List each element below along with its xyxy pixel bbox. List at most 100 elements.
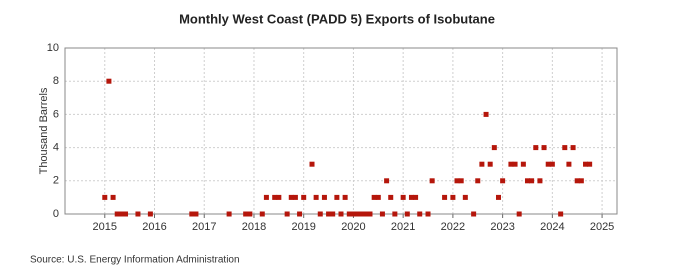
point [566,161,572,167]
point [404,211,410,217]
y-tick-label: 10 [47,42,59,54]
point [118,211,124,217]
point [508,161,514,167]
point [367,211,373,217]
point [338,211,344,217]
point [454,178,460,184]
point [147,211,153,217]
plot-frame [64,47,618,215]
point [458,178,464,184]
point [425,211,431,217]
point [284,211,290,217]
point [429,178,435,184]
point [384,178,390,184]
point [106,78,112,84]
point [363,211,369,217]
x-tick-label: 2025 [590,221,614,233]
point [558,211,564,217]
point [462,194,468,200]
point [400,194,406,200]
point [487,161,493,167]
point [500,178,506,184]
point [334,194,340,200]
point [545,161,551,167]
point [413,194,419,200]
point [450,194,456,200]
point [574,178,580,184]
x-tick-label: 2020 [341,221,365,233]
point [193,211,199,217]
point [583,161,589,167]
point [562,145,568,151]
point [292,194,298,200]
point [313,194,319,200]
chart-title: Monthly West Coast (PADD 5) Exports of I… [179,11,495,26]
x-tick-label: 2023 [490,221,514,233]
point [483,111,489,117]
point [495,194,501,200]
point [330,211,336,217]
x-tick-label: 2019 [291,221,315,233]
point [520,161,526,167]
point [388,194,394,200]
point [321,194,327,200]
point [259,211,265,217]
point [512,161,518,167]
point [379,211,385,217]
point [346,211,352,217]
point [359,211,365,217]
point [375,194,381,200]
point [301,194,307,200]
y-tick-label: 8 [53,75,59,87]
x-tick-label: 2021 [391,221,415,233]
point [247,211,253,217]
point [342,194,348,200]
point [471,211,477,217]
point [110,194,116,200]
x-tick-label: 2017 [192,221,216,233]
point [102,194,108,200]
x-tick-label: 2016 [142,221,166,233]
point [570,145,576,151]
point [189,211,195,217]
point [243,211,249,217]
point [392,211,398,217]
point [475,178,481,184]
point [317,211,323,217]
y-tick-label: 0 [53,208,59,220]
y-tick-label: 4 [53,142,59,154]
y-tick-label: 6 [53,108,59,120]
point [578,178,584,184]
x-tick-label: 2015 [93,221,117,233]
point [529,178,535,184]
source-note: Source: U.S. Energy Information Administ… [30,255,240,266]
point [288,194,294,200]
point [123,211,129,217]
point [135,211,141,217]
x-tick-label: 2018 [242,221,266,233]
point [533,145,539,151]
point [408,194,414,200]
y-axis-label: Thousand Barrels [38,87,50,174]
point [272,194,278,200]
point [491,145,497,151]
point [587,161,593,167]
x-tick-label: 2022 [441,221,465,233]
y-tick-label: 2 [53,175,59,187]
point [524,178,530,184]
point [276,194,282,200]
point [537,178,543,184]
point [355,211,361,217]
point [297,211,303,217]
point [541,145,547,151]
point [549,161,555,167]
point [479,161,485,167]
point [350,211,356,217]
point [371,194,377,200]
point [326,211,332,217]
point [263,194,269,200]
point [309,161,315,167]
point [516,211,522,217]
point [226,211,232,217]
